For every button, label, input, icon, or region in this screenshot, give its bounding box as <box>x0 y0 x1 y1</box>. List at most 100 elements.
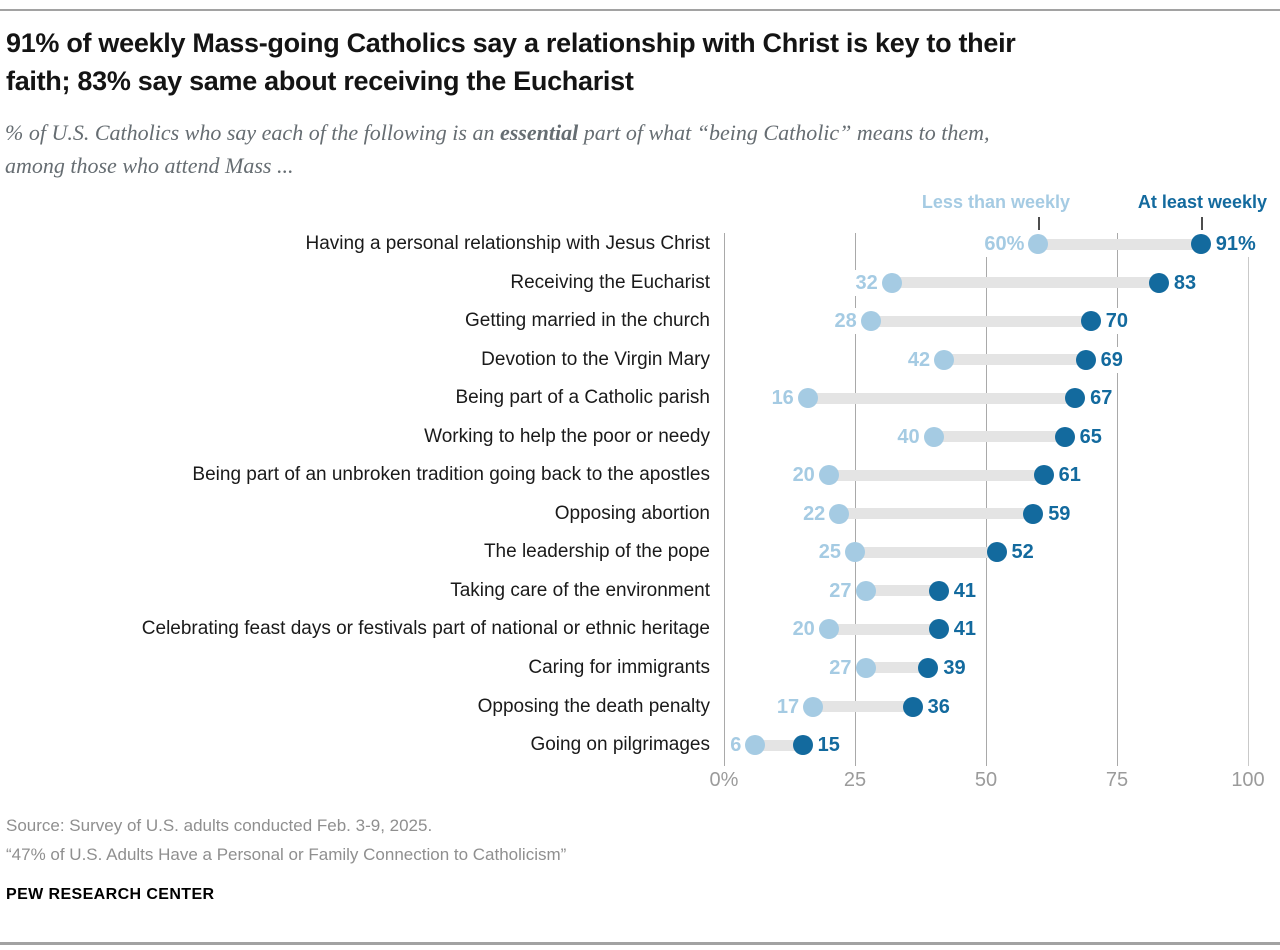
value-at-least-weekly: 59 <box>1047 500 1072 527</box>
row-label: Being part of a Catholic parish <box>455 387 710 409</box>
value-at-least-weekly: 41 <box>952 616 978 643</box>
dot-less-than-weekly <box>923 426 944 447</box>
dot-at-least-weekly <box>918 657 939 678</box>
top-rule <box>0 9 1280 11</box>
title-line-1: 91% of weekly Mass-going Catholics say a… <box>6 28 1016 58</box>
dot-less-than-weekly <box>860 311 881 332</box>
dot-less-than-weekly <box>845 542 865 563</box>
footer: Source: Survey of U.S. adults conducted … <box>6 811 566 909</box>
connector-bar <box>828 469 1044 481</box>
gridline-25 <box>855 233 856 766</box>
connector-bar <box>855 546 997 558</box>
value-at-least-weekly: 91% <box>1214 231 1257 257</box>
row-label: Opposing the death penalty <box>477 695 710 717</box>
connector-bar <box>1038 238 1201 250</box>
row-label: Going on pilgrimages <box>530 734 710 755</box>
dot-less-than-weekly <box>745 735 766 755</box>
dot-less-than-weekly <box>818 465 839 486</box>
dot-less-than-weekly <box>1028 234 1049 254</box>
value-at-least-weekly: 36 <box>926 693 951 720</box>
report-title-line: “47% of U.S. Adults Have a Personal or F… <box>6 845 567 864</box>
row-label: Working to help the poor or needy <box>424 425 710 447</box>
dot-less-than-weekly <box>829 503 850 524</box>
dot-at-least-weekly <box>1065 388 1086 409</box>
value-less-than-weekly: 42 <box>906 346 932 373</box>
dot-less-than-weekly <box>855 657 876 678</box>
value-at-least-weekly: 41 <box>952 577 978 604</box>
connector-bar <box>828 623 939 635</box>
dot-at-least-weekly <box>1033 465 1054 486</box>
row-label: Having a personal relationship with Jesu… <box>305 233 710 254</box>
row-label: Opposing abortion <box>554 502 710 524</box>
value-less-than-weekly: 40 <box>896 423 921 450</box>
value-less-than-weekly: 6 <box>729 732 743 758</box>
value-less-than-weekly: 20 <box>791 616 816 643</box>
legend-tick-most <box>1200 217 1203 230</box>
dot-at-least-weekly <box>928 619 949 640</box>
pew-research-center-wordmark: PEW RESEARCH CENTER <box>6 886 215 903</box>
subtitle-pre: % of U.S. Catholics who say each of the … <box>5 120 500 145</box>
gridline-0 <box>724 233 725 766</box>
title-line-2: faith; 83% say same about receiving the … <box>6 66 634 96</box>
connector-bar <box>865 585 939 597</box>
gridline-75 <box>1117 233 1118 766</box>
row-label: Devotion to the Virgin Mary <box>481 348 710 370</box>
dot-less-than-weekly <box>818 619 839 640</box>
legend-tick-less <box>1038 217 1041 230</box>
value-less-than-weekly: 28 <box>833 308 858 335</box>
connector-bar <box>839 508 1034 520</box>
dot-less-than-weekly <box>855 580 876 601</box>
connector-bar <box>865 662 929 674</box>
connector-bar <box>891 277 1159 288</box>
dot-less-than-weekly <box>934 349 955 370</box>
subtitle-line-2: among those who attend Mass ... <box>5 153 294 178</box>
legend-less-than-weekly: Less than weekly <box>921 192 1070 212</box>
x-axis-tick-50: 50 <box>974 769 998 791</box>
value-at-least-weekly: 65 <box>1078 423 1103 450</box>
value-at-least-weekly: 67 <box>1089 385 1114 412</box>
row-label: Caring for immigrants <box>528 656 710 678</box>
value-less-than-weekly: 16 <box>770 385 795 412</box>
value-at-least-weekly: 61 <box>1057 462 1082 489</box>
subtitle-post: part of what “being Catholic” means to t… <box>578 120 990 145</box>
value-less-than-weekly: 17 <box>775 693 801 720</box>
bottom-rule <box>0 942 1280 945</box>
connector-bar <box>933 431 1065 443</box>
value-less-than-weekly: 27 <box>828 577 853 604</box>
dot-at-least-weekly <box>1190 234 1211 254</box>
chart-subtitle: % of U.S. Catholics who say each of the … <box>5 116 1255 182</box>
value-at-least-weekly: 15 <box>816 732 841 758</box>
dot-at-least-weekly <box>1054 426 1075 447</box>
x-axis-tick-75: 75 <box>1105 769 1129 791</box>
dot-at-least-weekly <box>1080 311 1101 332</box>
dot-at-least-weekly <box>986 542 1007 563</box>
value-less-than-weekly: 27 <box>828 654 853 681</box>
value-less-than-weekly: 60% <box>983 231 1026 257</box>
x-axis-tick-100: 100 <box>1231 769 1265 791</box>
subtitle-emphasis: essential <box>499 120 579 145</box>
gridline-100 <box>1248 233 1249 766</box>
dot-less-than-weekly <box>797 388 818 409</box>
x-axis-tick-25: 25 <box>843 769 867 791</box>
dot-less-than-weekly <box>881 272 902 293</box>
connector-bar <box>807 392 1075 404</box>
row-label: Taking care of the environment <box>450 579 710 601</box>
value-less-than-weekly: 25 <box>817 539 842 566</box>
value-at-least-weekly: 83 <box>1172 269 1198 296</box>
row-label: Being part of an unbroken tradition goin… <box>192 464 710 486</box>
value-at-least-weekly: 52 <box>1010 539 1035 566</box>
dot-at-least-weekly <box>1075 349 1096 370</box>
value-less-than-weekly: 32 <box>854 269 879 296</box>
connector-bar <box>813 701 913 712</box>
dot-at-least-weekly <box>928 580 949 601</box>
row-label: Celebrating feast days or festivals part… <box>141 618 710 640</box>
value-at-least-weekly: 70 <box>1104 308 1130 335</box>
value-less-than-weekly: 20 <box>791 462 816 489</box>
connector-bar <box>755 739 803 751</box>
chart-title: 91% of weekly Mass-going Catholics say a… <box>6 24 1256 100</box>
dot-at-least-weekly <box>792 735 813 755</box>
legend-at-least-weekly: At least weekly <box>1137 192 1267 212</box>
row-label: Getting married in the church <box>464 310 710 332</box>
